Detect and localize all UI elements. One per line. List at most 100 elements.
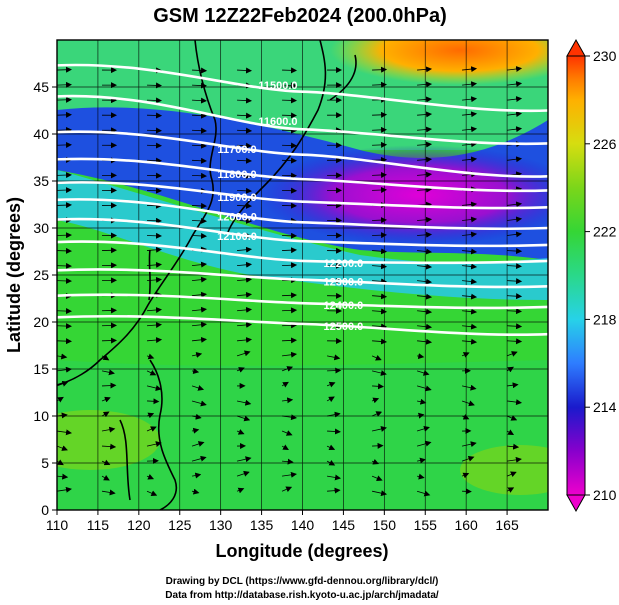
streamline-arrow <box>146 337 163 344</box>
streamline-arrow <box>236 321 253 328</box>
streamline-arrow <box>507 111 523 118</box>
streamline-arrow <box>326 474 342 481</box>
colorbar: 210 214 218 222 226 230 <box>566 38 617 513</box>
streamline-arrow <box>507 323 523 330</box>
tropics-yellow-patch <box>57 410 160 470</box>
streamline-arrow <box>191 306 208 313</box>
streamline-arrow <box>507 263 523 270</box>
streamline-arrow <box>507 216 523 223</box>
streamline-arrow <box>417 338 433 345</box>
x-axis: 110 115 120 125 130 135 140 145 150 155 160 165 <box>46 510 519 533</box>
x-tick-label: 135 <box>250 517 274 533</box>
height-contour <box>57 181 548 210</box>
streamline-arrow <box>462 293 478 300</box>
streamline-arrow <box>327 367 342 374</box>
streamline-arrow <box>507 382 519 389</box>
streamline-arrow <box>416 490 431 497</box>
x-tick-label: 140 <box>291 517 315 533</box>
streamline-arrow <box>326 460 336 466</box>
streamline-arrow <box>461 441 477 448</box>
streamline-arrow <box>326 396 335 403</box>
streamline-arrow <box>372 111 388 118</box>
streamline-arrow <box>57 429 72 436</box>
height-contour <box>57 217 548 248</box>
streamline-arrow <box>192 217 208 224</box>
streamline-arrow <box>417 141 433 148</box>
height-contour <box>57 130 548 178</box>
streamline-arrow <box>191 291 208 298</box>
streamline-arrow <box>417 216 433 223</box>
height-contour <box>57 157 548 193</box>
streamline-arrow <box>191 472 202 479</box>
streamline-arrow <box>237 187 253 194</box>
streamline-arrow <box>57 353 68 360</box>
streamline-arrow <box>507 399 523 406</box>
colorbar-tick-label: 218 <box>593 311 617 327</box>
streamline-arrow <box>371 397 380 404</box>
x-axis-label: Longitude (degrees) <box>215 541 388 561</box>
streamline-arrow <box>192 172 208 179</box>
streamline-arrow <box>326 411 341 418</box>
streamline-arrow <box>101 489 116 496</box>
streamline-arrow <box>417 186 433 193</box>
streamline-arrow <box>101 354 110 361</box>
x-tick-label: 115 <box>87 517 110 533</box>
streamline-arrow <box>146 322 163 329</box>
height-contour <box>57 268 548 289</box>
streamline-arrow <box>462 81 478 88</box>
streamline-arrow <box>417 231 433 238</box>
streamline-arrow <box>417 171 433 178</box>
streamline-arrow <box>236 291 253 298</box>
streamline-arrow <box>57 412 68 419</box>
streamline-arrow <box>57 459 64 466</box>
height-contour <box>57 198 548 231</box>
streamline-arrow <box>237 127 253 134</box>
streamline-arrow <box>507 456 522 463</box>
credit-data-source: Data from http://database.rish.kyoto-u.a… <box>165 590 439 601</box>
y-tick-label: 20 <box>33 314 49 330</box>
streamline-arrow <box>507 248 523 255</box>
streamline-arrow <box>282 307 298 314</box>
streamline-arrow <box>57 247 72 254</box>
streamline-arrow <box>326 444 336 451</box>
streamline-arrow <box>146 353 155 360</box>
streamline-arrow <box>192 97 208 104</box>
streamline-arrow <box>371 490 388 497</box>
streamline-arrow <box>372 323 388 330</box>
streamline-arrow <box>192 67 208 74</box>
streamline-arrow <box>507 126 523 133</box>
contour-label: 11700.0 <box>217 144 256 156</box>
streamline-arrow <box>507 308 523 315</box>
streamline-arrow <box>416 473 425 480</box>
streamline-arrow <box>281 366 294 372</box>
streamline-arrow <box>416 398 427 405</box>
streamline-arrow <box>506 471 517 478</box>
streamline-arrow <box>417 248 433 255</box>
streamline-arrow <box>101 369 115 376</box>
streamline-arrow <box>191 261 208 268</box>
streamline-arrow <box>191 276 208 283</box>
streamline-arrow <box>57 202 72 209</box>
streamline-arrow <box>462 216 478 223</box>
streamline-arrow <box>192 232 208 239</box>
y-tick-label: 35 <box>33 173 49 189</box>
streamline-arrow <box>236 415 251 422</box>
streamline-arrow <box>57 366 72 373</box>
credit-dcl: Drawing by DCL (https://www.gfd-dennou.o… <box>166 576 439 587</box>
streamline-arrow <box>57 111 72 118</box>
streamline-arrow <box>192 157 208 164</box>
contour-label: 11900.0 <box>217 192 256 204</box>
streamline-arrow <box>507 231 523 238</box>
height-contour <box>57 63 548 113</box>
streamline-arrow <box>372 232 388 239</box>
streamline-arrow <box>57 396 64 403</box>
contour-label: 12000.0 <box>217 212 257 224</box>
streamline-arrow <box>507 293 523 300</box>
y-tick-label: 25 <box>33 267 49 283</box>
streamline-arrow <box>191 351 203 358</box>
streamline-arrow <box>416 440 432 447</box>
streamline-arrow <box>146 385 162 391</box>
streamline-arrow <box>191 455 207 462</box>
streamline-arrow <box>281 351 298 358</box>
